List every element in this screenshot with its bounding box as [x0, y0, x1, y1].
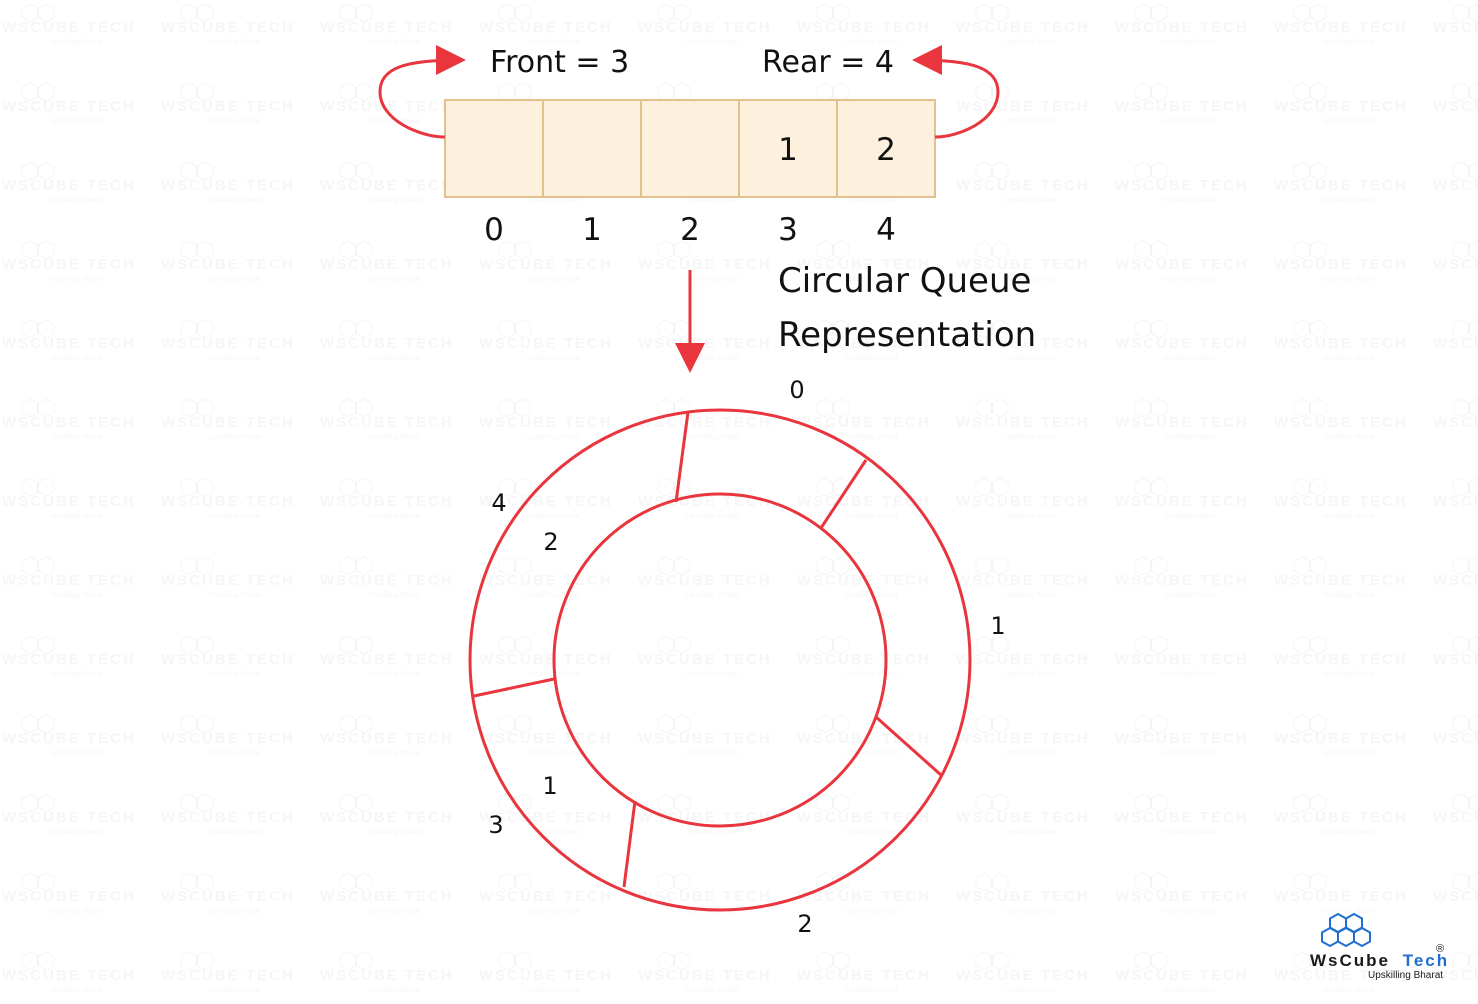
divider-1: [819, 459, 868, 529]
array-cell-3: [738, 99, 838, 198]
brand-name-part-2: Tech: [1403, 951, 1449, 970]
array-index-2: 2: [680, 212, 700, 248]
outer-ring: [468, 408, 972, 912]
front-pointer-label: Front = 3: [490, 45, 629, 80]
divider-3: [622, 800, 637, 888]
circle-slot-3-value: 1: [542, 772, 557, 800]
circle-slot-4-value: 2: [543, 528, 558, 556]
array-index-4: 4: [876, 212, 896, 248]
array-indices: 0 1 2 3 4: [484, 212, 896, 248]
rear-pointer-arrow: [912, 45, 1000, 139]
array-index-1: 1: [582, 212, 602, 248]
circle-index-0: 0: [789, 376, 804, 404]
array-cell-values: 1 2: [778, 132, 896, 168]
array-cell-0: [444, 99, 544, 198]
circle-outer-labels: 0 1 2 3 4: [488, 376, 1005, 938]
brand-logo: WsCube Tech ® Upskilling Bharat: [1310, 912, 1449, 981]
divider-0: [674, 411, 690, 503]
brand-registered-mark: ®: [1436, 943, 1444, 955]
caption-line-2: Representation: [778, 315, 1036, 355]
circular-queue: [468, 408, 972, 912]
array-cells: [444, 99, 936, 198]
array-cell-value-3: 1: [778, 132, 798, 168]
circle-inner-values: 1 2: [542, 528, 558, 800]
array-index-0: 0: [484, 212, 504, 248]
array-cell-1: [542, 99, 642, 198]
divider-4: [473, 677, 555, 698]
circle-index-2: 2: [797, 910, 812, 938]
brand-name: WsCube Tech: [1310, 951, 1449, 970]
brand-name-part-1: WsCube: [1310, 951, 1390, 970]
brand-tagline: Upskilling Bharat: [1368, 970, 1443, 981]
front-pointer-arrow: [378, 45, 466, 139]
divider-2: [875, 715, 942, 777]
array-index-3: 3: [778, 212, 798, 248]
array-cell-4: [836, 99, 936, 198]
circle-index-3: 3: [488, 811, 503, 839]
rear-pointer-label: Rear = 4: [762, 45, 894, 80]
circle-index-1: 1: [990, 612, 1005, 640]
hexagon-cluster-icon: [1321, 912, 1371, 948]
array-cell-2: [640, 99, 740, 198]
circle-index-4: 4: [491, 489, 506, 517]
caption-line-1: Circular Queue: [778, 261, 1031, 301]
array-cell-value-4: 2: [876, 132, 896, 168]
inner-ring: [552, 492, 888, 828]
